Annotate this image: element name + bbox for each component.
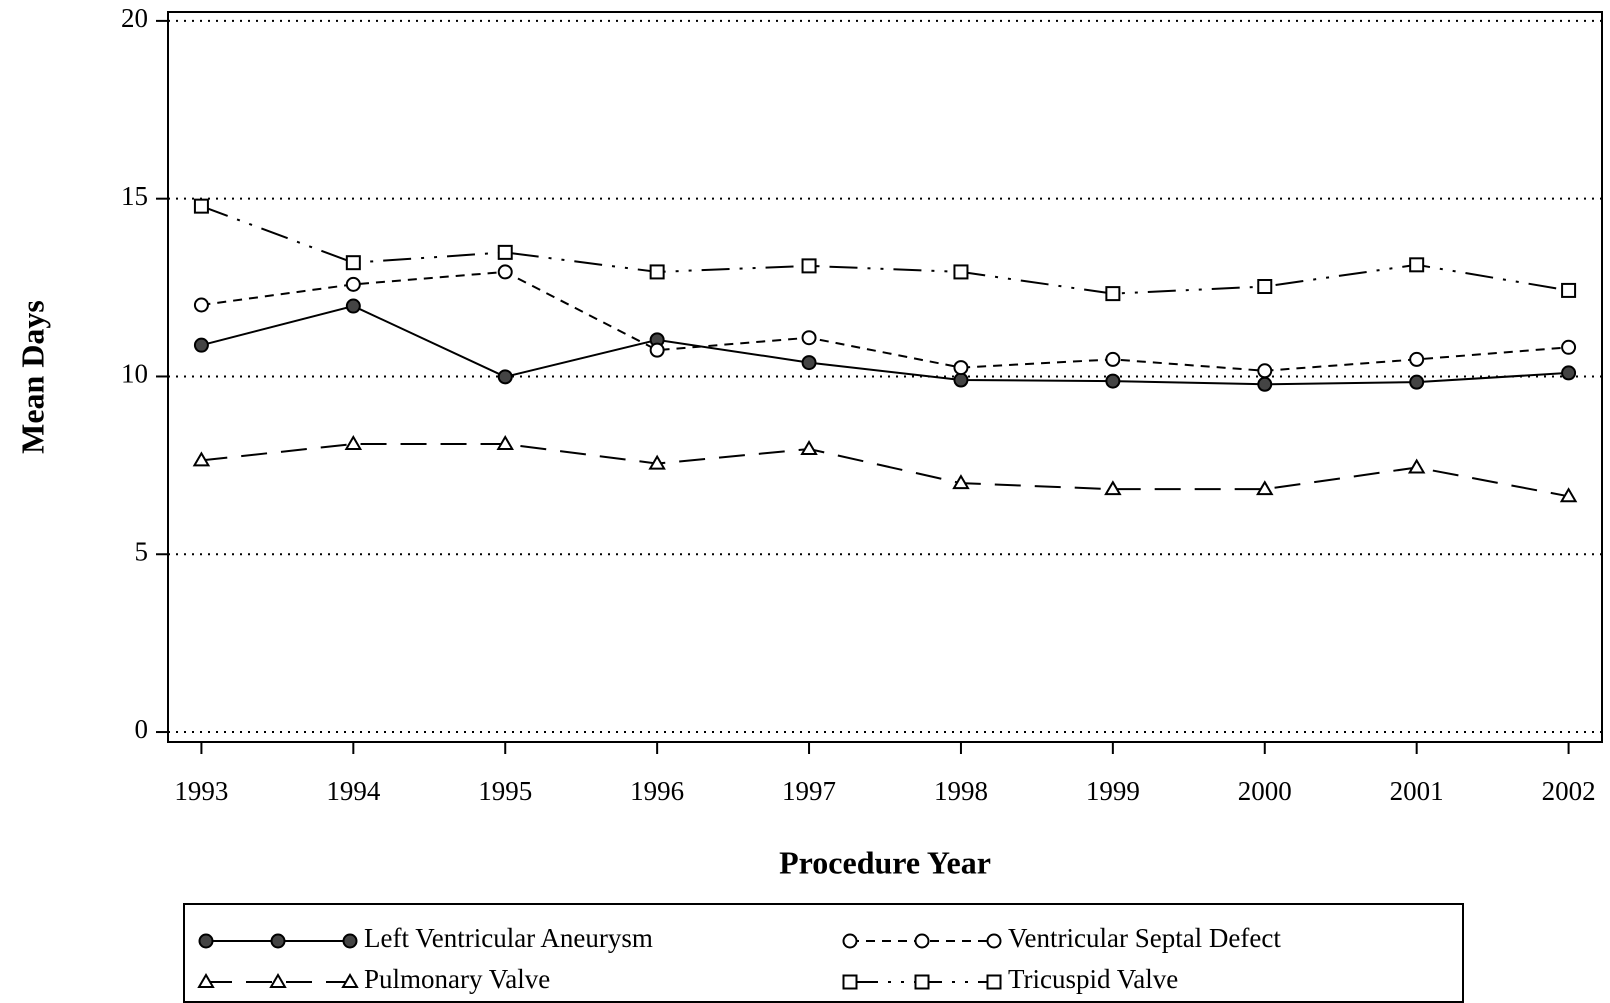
plot-frame xyxy=(167,11,1603,743)
legend-label: Ventricular Septal Defect xyxy=(1008,923,1281,953)
data-point xyxy=(801,355,817,371)
data-point xyxy=(345,298,361,314)
data-point xyxy=(192,451,211,467)
data-point xyxy=(1559,487,1578,503)
x-tick-label: 1999 xyxy=(1086,776,1140,806)
legend-marker xyxy=(341,973,359,988)
data-point xyxy=(953,360,969,376)
y-tick-label: 10 xyxy=(121,359,148,389)
data-point xyxy=(1409,351,1425,367)
data-point xyxy=(193,198,209,214)
data-point xyxy=(1409,257,1425,273)
legend-box xyxy=(183,903,1464,1003)
data-point xyxy=(952,474,970,490)
data-point xyxy=(344,435,363,451)
data-point xyxy=(193,337,209,353)
data-point xyxy=(648,454,666,470)
data-point xyxy=(1407,458,1426,474)
x-tick-label: 2002 xyxy=(1542,776,1596,806)
x-tick-label: 1998 xyxy=(934,776,988,806)
y-tick-label: 20 xyxy=(121,3,148,33)
data-point xyxy=(1105,373,1121,389)
data-point xyxy=(1105,351,1121,367)
legend-marker xyxy=(914,974,930,990)
legend-label: Left Ventricular Aneurysm xyxy=(364,923,653,953)
legend-label: Tricuspid Valve xyxy=(1008,964,1178,994)
data-point xyxy=(649,342,665,358)
y-axis-title: Mean Days xyxy=(14,300,50,454)
legend-marker xyxy=(198,933,214,949)
x-tick-label: 1994 xyxy=(326,776,381,806)
x-tick-label: 1996 xyxy=(630,776,684,806)
x-tick-label: 1993 xyxy=(174,776,228,806)
data-point xyxy=(1561,339,1577,355)
x-axis-title: Procedure Year xyxy=(779,844,991,880)
data-point xyxy=(1105,286,1121,302)
legend-marker xyxy=(986,933,1002,949)
data-point xyxy=(1256,480,1274,496)
series-line xyxy=(201,205,1569,295)
y-tick-label: 0 xyxy=(135,714,149,744)
data-point xyxy=(345,255,361,271)
x-tick-label: 1997 xyxy=(782,776,836,806)
data-point xyxy=(1561,365,1577,381)
legend-marker xyxy=(270,933,286,949)
y-tick-label: 15 xyxy=(121,181,148,211)
legend-marker xyxy=(986,974,1002,990)
data-point xyxy=(1257,279,1273,295)
y-tick-label: 5 xyxy=(135,536,149,566)
x-tick-label: 2000 xyxy=(1238,776,1292,806)
data-point xyxy=(801,258,817,274)
legend-marker xyxy=(269,973,287,988)
series-line xyxy=(201,305,1569,386)
legend-marker xyxy=(842,974,858,990)
data-point xyxy=(345,276,361,292)
legend-label: Pulmonary Valve xyxy=(364,964,550,994)
data-point xyxy=(953,372,969,388)
data-point xyxy=(1257,363,1273,379)
series-line xyxy=(201,443,1569,498)
data-point xyxy=(496,435,514,451)
data-point xyxy=(193,297,209,313)
data-point xyxy=(497,369,513,385)
series-line xyxy=(201,270,1569,372)
data-point xyxy=(649,264,665,280)
data-point xyxy=(800,440,818,456)
data-point xyxy=(497,264,513,280)
data-point xyxy=(801,330,817,346)
data-point xyxy=(1409,374,1425,390)
data-point xyxy=(1257,376,1273,392)
x-tick-label: 1995 xyxy=(478,776,532,806)
legend-marker xyxy=(914,933,930,949)
data-point xyxy=(953,264,969,280)
legend-marker xyxy=(342,933,358,949)
data-point xyxy=(1561,282,1577,298)
legend-marker xyxy=(842,933,858,949)
x-tick-label: 2001 xyxy=(1390,776,1444,806)
data-point xyxy=(497,244,513,260)
legend-marker xyxy=(197,973,215,988)
data-point xyxy=(1104,480,1122,496)
